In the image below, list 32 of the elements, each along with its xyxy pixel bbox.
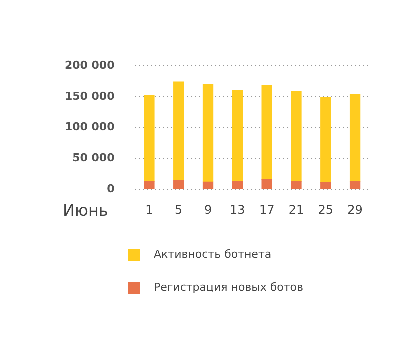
legend-label: Активность ботнета bbox=[154, 248, 272, 261]
bar bbox=[320, 182, 332, 190]
bar bbox=[262, 85, 272, 180]
bar bbox=[232, 90, 244, 182]
y-tick-label: 0 bbox=[107, 182, 116, 196]
bar bbox=[174, 82, 184, 181]
bar bbox=[320, 97, 332, 184]
y-tick-label: 50 000 bbox=[72, 152, 116, 165]
legend-label: Регистрация новых ботов bbox=[154, 281, 304, 294]
bar bbox=[232, 181, 244, 190]
bar bbox=[174, 180, 184, 190]
y-tick-label: 150 000 bbox=[64, 90, 116, 103]
y-tick-label: 100 000 bbox=[64, 120, 116, 134]
bar bbox=[144, 95, 155, 182]
bar bbox=[202, 182, 214, 190]
y-tick-label: 200 000 bbox=[64, 58, 116, 72]
bar bbox=[350, 181, 361, 190]
x-tick-label: 29 bbox=[348, 202, 363, 217]
x-tick-label: 1 bbox=[146, 202, 154, 217]
bar bbox=[291, 91, 302, 182]
bar bbox=[202, 84, 214, 183]
x-tick-label: 9 bbox=[204, 202, 212, 217]
bar bbox=[144, 181, 155, 190]
x-tick-label: 21 bbox=[288, 202, 304, 217]
x-tick-label: 25 bbox=[318, 202, 334, 217]
x-tick-label: 5 bbox=[175, 202, 183, 217]
x-axis-title: Июнь bbox=[63, 200, 108, 220]
x-tick-label: 13 bbox=[230, 202, 246, 217]
bar bbox=[262, 179, 272, 190]
bar bbox=[350, 94, 361, 182]
x-tick-label: 17 bbox=[259, 202, 275, 217]
bar bbox=[291, 181, 302, 190]
